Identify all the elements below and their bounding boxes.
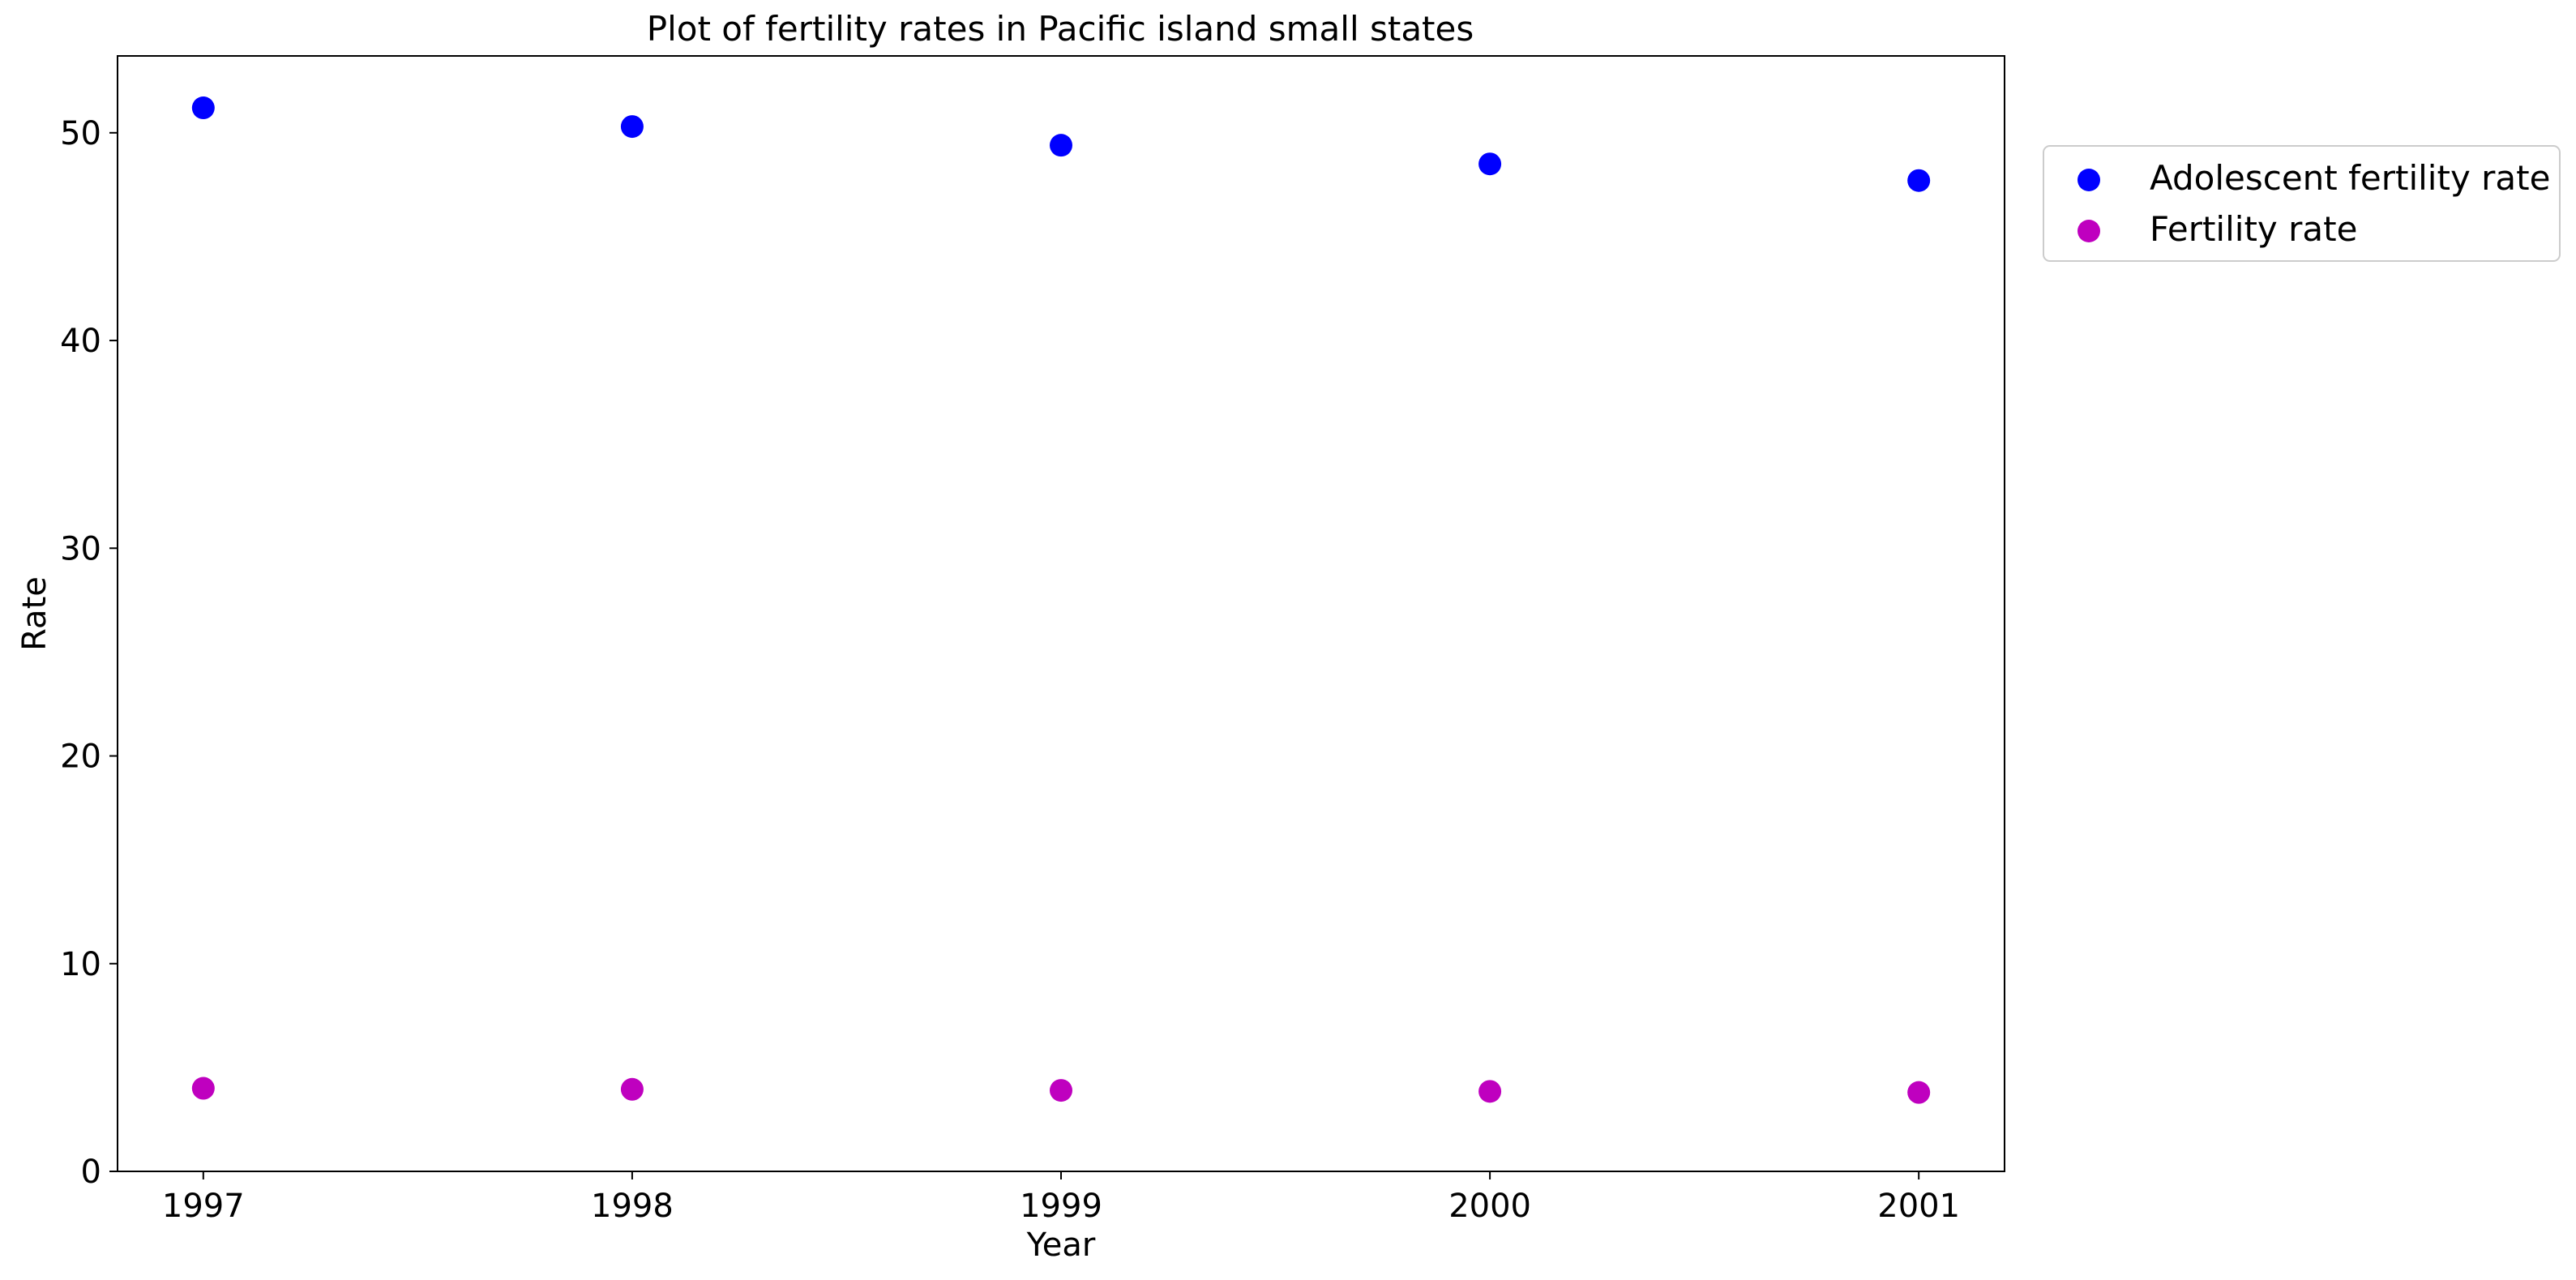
x-tick-label: 2001 — [1877, 1188, 1960, 1225]
data-point-fertility-rate — [620, 1077, 644, 1101]
x-tick-label: 2000 — [1448, 1188, 1531, 1225]
data-point-adolescent-fertility-rate — [191, 96, 215, 120]
y-axis-label: Rate — [16, 576, 53, 651]
y-tick-label: 20 — [60, 738, 101, 776]
legend-marker-fertility-rate — [2077, 220, 2100, 242]
y-tick-label: 30 — [60, 530, 101, 567]
y-axis-ticks: 0 10 20 30 40 50 — [60, 115, 118, 1191]
x-axis-label: Year — [1026, 1226, 1096, 1264]
data-point-adolescent-fertility-rate — [1907, 169, 1931, 192]
x-tick-label: 1999 — [1020, 1188, 1102, 1225]
data-point-fertility-rate — [1478, 1080, 1502, 1103]
legend: Adolescent fertility rate Fertility rate — [2043, 145, 2561, 262]
data-point-fertility-rate — [191, 1077, 215, 1100]
data-point-fertility-rate — [1907, 1081, 1931, 1104]
x-axis-ticks: 1997 1998 1999 2000 2001 — [162, 1171, 1960, 1225]
y-tick-label: 10 — [60, 946, 101, 983]
legend-label-fertility-rate: Fertility rate — [2150, 209, 2357, 249]
plot-area-frame — [117, 55, 2005, 1172]
legend-label-adolescent-fertility-rate: Adolescent fertility rate — [2150, 158, 2550, 198]
data-point-adolescent-fertility-rate — [620, 115, 644, 139]
x-tick-label: 1998 — [591, 1188, 674, 1225]
y-tick-label: 50 — [60, 115, 101, 152]
y-tick-label: 40 — [60, 323, 101, 360]
data-points — [191, 96, 1931, 1104]
data-point-fertility-rate — [1050, 1079, 1072, 1102]
x-tick-label: 1997 — [162, 1188, 245, 1225]
y-tick-label: 0 — [81, 1154, 101, 1191]
data-point-adolescent-fertility-rate — [1478, 152, 1502, 176]
legend-box — [2043, 145, 2561, 262]
legend-marker-adolescent-fertility-rate — [2077, 169, 2100, 191]
chart-title: Plot of fertility rates in Pacific islan… — [647, 9, 1474, 49]
data-point-adolescent-fertility-rate — [1050, 134, 1072, 157]
